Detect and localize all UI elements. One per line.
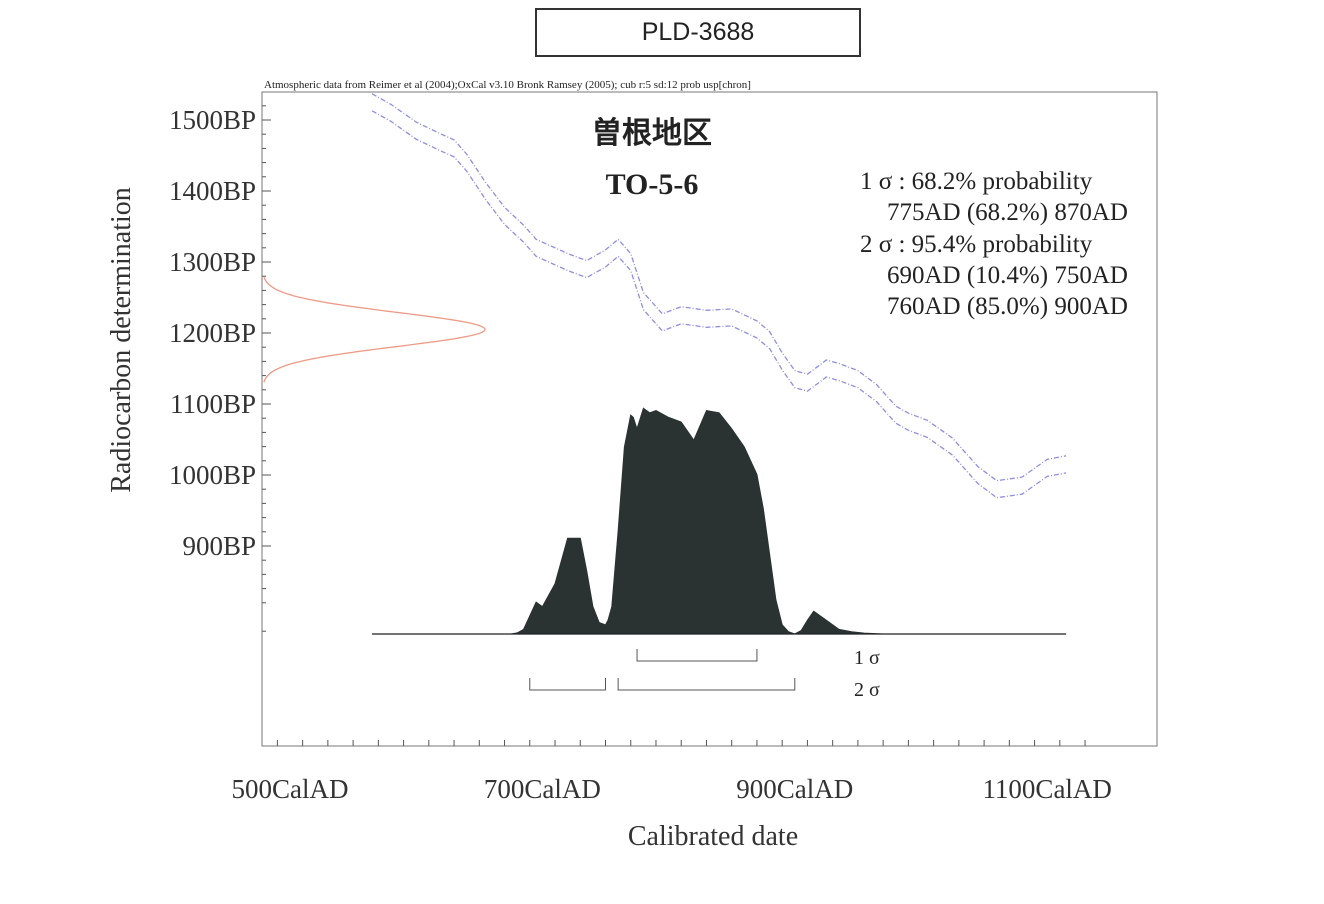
x-tick-label: 500CalAD (232, 774, 349, 804)
y-tick-label: 900BP (182, 531, 256, 561)
posterior-distribution (372, 407, 1067, 635)
x-tick-label: 700CalAD (484, 774, 601, 804)
sigma2-range-1: 690AD (10.4%) 750AD (887, 262, 1128, 289)
range-brackets (529, 649, 796, 691)
sigma1-range-bracket-1 (636, 649, 758, 662)
plot-frame (261, 91, 1158, 747)
sample-label: PLD-3688 (535, 8, 861, 57)
site-name: 曽根地区 (592, 116, 712, 151)
probability-summary: 1 σ : 68.2% probability 775AD (68.2%) 87… (860, 168, 1128, 320)
sigma2-bracket-label: 2 σ (854, 679, 880, 701)
y-tick-label: 1200BP (169, 318, 256, 348)
axes: 1500BP 1400BP 1300BP 1200BP 1100BP 1000BP 900B… (169, 105, 1112, 804)
x-axis-label: Calibrated date (628, 821, 798, 852)
y-axis-label: Radiocarbon determination (106, 187, 137, 493)
y-tick-label: 1300BP (169, 247, 256, 277)
y-tick-label: 1400BP (169, 176, 256, 206)
source-note: Atmospheric data from Reimer et al (2004… (264, 79, 751, 91)
x-tick-label: 900CalAD (736, 774, 853, 804)
sigma2-range-2: 760AD (85.0%) 900AD (887, 293, 1128, 320)
radiocarbon-distribution (263, 276, 486, 383)
sample-code: TO-5-6 (606, 168, 699, 201)
sigma1-header: 1 σ : 68.2% probability (860, 168, 1093, 195)
calibration-curve-upper (371, 93, 1067, 482)
y-tick-label: 1500BP (169, 105, 256, 135)
sigma2-range-bracket-1 (529, 678, 606, 691)
sigma2-header: 2 σ : 95.4% probability (860, 231, 1093, 258)
y-tick-label: 1000BP (169, 460, 256, 490)
calibration-curve (371, 93, 1067, 499)
x-tick-label: 1100CalAD (982, 774, 1112, 804)
calibration-curve-lower (371, 110, 1067, 499)
sigma1-range-1: 775AD (68.2%) 870AD (887, 199, 1128, 226)
sigma2-range-bracket-2 (617, 678, 796, 691)
y-tick-label: 1100BP (170, 389, 256, 419)
sigma1-bracket-label: 1 σ (854, 647, 880, 669)
